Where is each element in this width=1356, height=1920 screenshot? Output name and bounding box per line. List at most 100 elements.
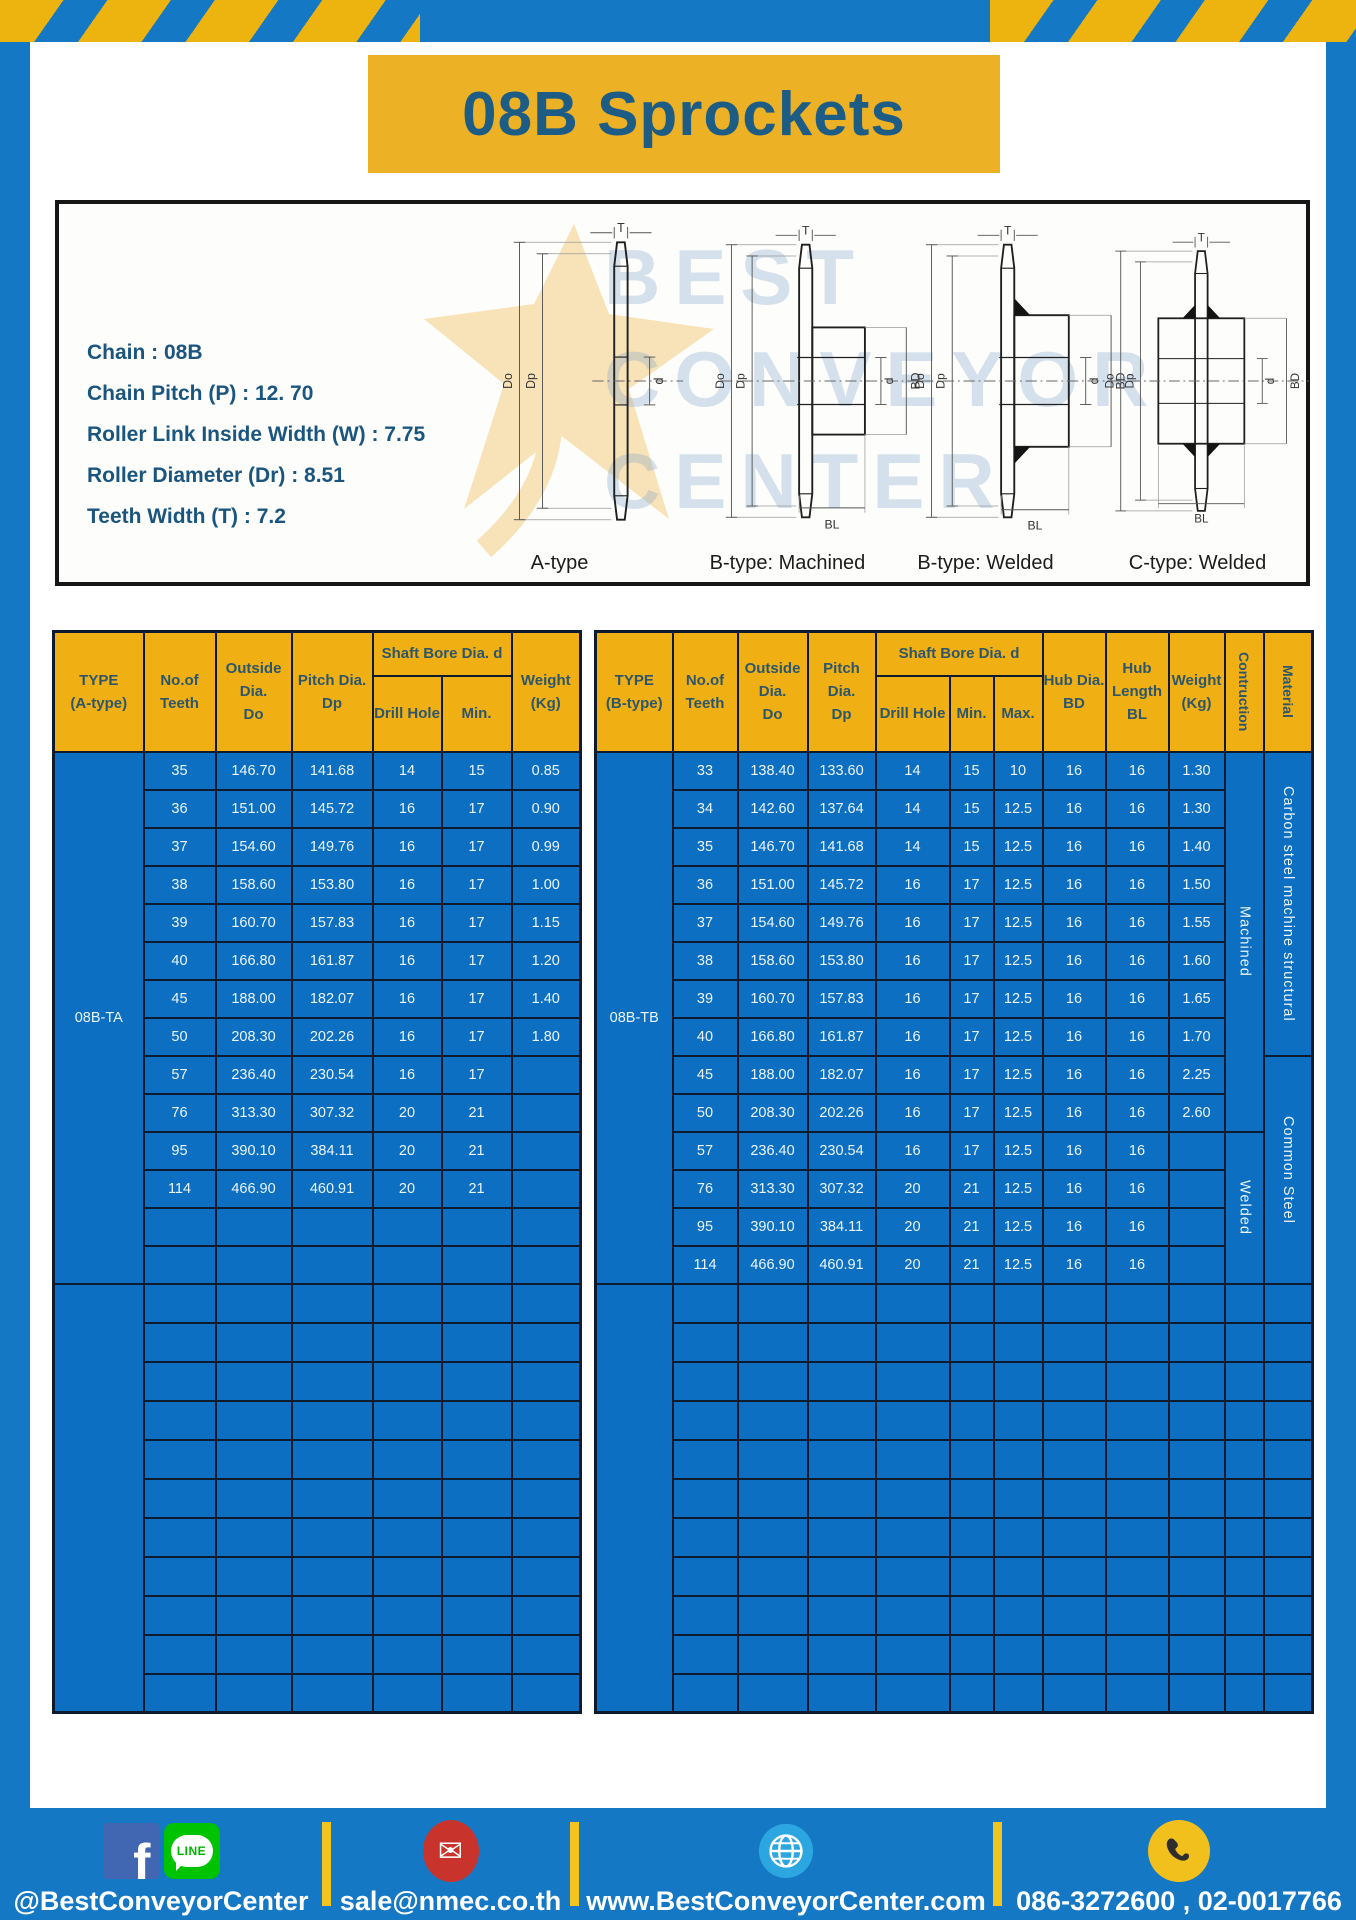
cell: 17 (948, 1092, 995, 1133)
cell (874, 1438, 951, 1480)
table-row: 38 158.60 153.80 16 17 12.5 16 16 1.60 (596, 940, 1313, 981)
cell: 2.25 (1167, 1054, 1226, 1095)
svg-text:Dp: Dp (934, 373, 948, 389)
cell (736, 1633, 809, 1675)
cell (214, 1672, 293, 1714)
cell (736, 1672, 809, 1714)
cell: 16 (1104, 864, 1170, 905)
cell: 0.90 (510, 788, 582, 829)
cell (290, 1360, 374, 1402)
vertical-label-cell: Carbon steel machine structural (1262, 750, 1314, 1057)
cell (1223, 1633, 1265, 1675)
cell: 37 (671, 902, 739, 943)
cell (948, 1477, 995, 1519)
cell: 153.80 (290, 864, 374, 905)
cell (440, 1206, 513, 1247)
cell (142, 1633, 217, 1675)
cell (992, 1321, 1044, 1363)
cell: 76 (142, 1092, 217, 1133)
cell: 16 (1041, 788, 1107, 829)
type-cell: 08B-TB (594, 750, 674, 1285)
cell: 1.30 (1167, 750, 1226, 791)
table-row (596, 1438, 1314, 1480)
cell (1262, 1438, 1314, 1480)
cell (671, 1633, 739, 1675)
table-row (596, 1555, 1314, 1597)
cell: 15 (948, 788, 995, 829)
cell (142, 1282, 217, 1324)
cell (992, 1282, 1044, 1324)
cell (992, 1633, 1044, 1675)
cell (371, 1399, 443, 1441)
cell (290, 1206, 374, 1247)
cell (290, 1438, 374, 1480)
cell: 0.85 (510, 750, 582, 791)
cell (371, 1244, 443, 1285)
cell: 160.70 (736, 978, 809, 1019)
table-row: 38 158.60 153.80 16 17 1.00 (54, 864, 582, 905)
cell (948, 1555, 995, 1597)
a-type-table: TYPE (A-type) No.of Teeth Outside Dia. D… (52, 630, 583, 1714)
table-row: 37 154.60 149.76 16 17 12.5 16 16 1.55 (596, 902, 1313, 943)
cell (290, 1555, 374, 1597)
cell (1104, 1399, 1170, 1441)
footer-divider (570, 1822, 579, 1906)
cell (806, 1516, 877, 1558)
caption-c-type-welded: C-type: Welded (1128, 552, 1267, 574)
cell: 76 (671, 1168, 739, 1209)
cell (214, 1633, 293, 1675)
cell (671, 1438, 739, 1480)
spec-chain: Chain : 08B (87, 341, 203, 364)
cell: 17 (440, 902, 513, 943)
table-row (54, 1206, 582, 1247)
table-row: 95 390.10 384.11 20 21 12.5 16 16 (596, 1206, 1313, 1247)
cell: 36 (142, 788, 217, 829)
cell (671, 1399, 739, 1441)
cell (440, 1399, 513, 1441)
cell (1167, 1477, 1226, 1519)
cell: 17 (440, 1016, 513, 1057)
cell: 390.10 (736, 1206, 809, 1247)
cell: 17 (440, 788, 513, 829)
table-row (596, 1516, 1314, 1558)
cell: 17 (948, 902, 995, 943)
cell: 1.40 (1167, 826, 1226, 867)
cell: 390.10 (214, 1130, 293, 1171)
cell (1041, 1516, 1107, 1558)
cell: 15 (948, 750, 995, 791)
footer-website-cell: www.BestConveyorCenter.com (579, 1808, 993, 1920)
cell: 40 (142, 940, 217, 981)
cell: 16 (371, 864, 443, 905)
cell: 114 (142, 1168, 217, 1209)
table-row: 36 151.00 145.72 16 17 12.5 16 16 1.50 (596, 864, 1313, 905)
cell (290, 1321, 374, 1363)
cell (214, 1399, 293, 1441)
table-row (596, 1633, 1314, 1675)
cell (736, 1516, 809, 1558)
cell: 166.80 (214, 940, 293, 981)
caption-b-type-welded: B-type: Welded (917, 552, 1054, 574)
table-row: 45 188.00 182.07 16 17 1.40 (54, 978, 582, 1019)
a-type-drawing: Do Dp T d (501, 221, 684, 521)
cell (1262, 1555, 1314, 1597)
cell (142, 1206, 217, 1247)
cell (671, 1555, 739, 1597)
cell: 17 (440, 978, 513, 1019)
cell: 158.60 (736, 940, 809, 981)
cell: 16 (874, 1054, 951, 1095)
cell (142, 1438, 217, 1480)
cell: 307.32 (806, 1168, 877, 1209)
globe-icon (756, 1820, 816, 1882)
cell (440, 1282, 513, 1324)
cell (1262, 1633, 1314, 1675)
cell (214, 1321, 293, 1363)
col-header-shaft-bore: Shaft Bore Dia. d (874, 630, 1044, 677)
cell: 138.40 (736, 750, 809, 791)
cell (510, 1054, 582, 1095)
cell (992, 1360, 1044, 1402)
cell (440, 1672, 513, 1714)
cell: 16 (371, 1016, 443, 1057)
cell (992, 1399, 1044, 1441)
cell: 313.30 (214, 1092, 293, 1133)
cell (1223, 1516, 1265, 1558)
